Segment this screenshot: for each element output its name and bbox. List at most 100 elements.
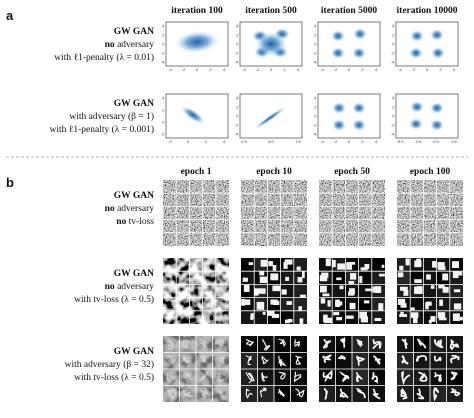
text: with adversary (β = 1) (69, 111, 154, 122)
density-blob (255, 32, 287, 56)
density-blob (409, 47, 423, 59)
text: tv-loss (126, 217, 154, 227)
y-tick-label: -4 (313, 131, 317, 136)
text: with adversary (β = 32) (65, 359, 154, 370)
digit-stroke (372, 355, 381, 365)
density-blob (352, 102, 366, 114)
digit-stroke (401, 338, 409, 349)
blob (287, 318, 293, 323)
column-header: epoch 100 (410, 167, 451, 177)
emphasis: no (116, 217, 126, 227)
blob (432, 261, 437, 268)
blob (437, 262, 445, 269)
digit-stroke (260, 372, 268, 382)
y-tick-label: 4 (314, 23, 317, 28)
digit-stroke (216, 355, 225, 365)
digit-stroke (400, 388, 408, 400)
density-blob (331, 47, 345, 59)
plot-background (396, 22, 458, 66)
blob (348, 291, 355, 296)
y-tick-label: 2 (392, 104, 395, 109)
plot-frame (239, 93, 303, 139)
plot-background (396, 94, 458, 138)
blob (301, 271, 305, 279)
tile (352, 385, 369, 402)
blob (428, 319, 432, 324)
emphasis: no (105, 282, 115, 292)
y-tick-label: 4 (314, 95, 317, 100)
blob (400, 311, 404, 317)
blob (296, 266, 301, 271)
blob (339, 285, 344, 290)
blob (359, 311, 367, 319)
y-tick-label: 0 (392, 113, 395, 118)
blob (452, 261, 460, 269)
row-line: with adversary (β = 32) (65, 359, 154, 370)
blob (337, 263, 346, 270)
tile (319, 352, 336, 369)
digit-stroke (293, 371, 302, 383)
digit-stroke (261, 355, 269, 365)
digit-stroke (245, 372, 255, 384)
y-tick-label: -2 (161, 131, 165, 136)
tile (293, 284, 307, 298)
digit-stroke (322, 338, 332, 349)
column-header: iteration 100 (171, 6, 223, 16)
blob (268, 261, 273, 267)
noise (241, 180, 307, 246)
blob (410, 312, 419, 318)
density-blob (352, 119, 366, 131)
text: with ℓ1-penalty (λ = 0.01) (54, 52, 154, 63)
x-tick-label: 2 (361, 139, 364, 144)
text: adversary (115, 40, 155, 50)
density-blob (332, 119, 346, 131)
digit-stroke (278, 338, 286, 348)
blob (256, 301, 265, 310)
blob (254, 288, 259, 296)
density-blob (331, 30, 345, 42)
digit-stroke (418, 371, 428, 382)
density-blob (430, 29, 444, 41)
x-tick-label: 0 (348, 139, 351, 144)
tile (335, 352, 352, 369)
blob (378, 273, 385, 277)
plot-frame (395, 93, 459, 139)
row-title: GW GAN (114, 269, 154, 279)
digit-stroke (182, 339, 192, 348)
blob (453, 303, 462, 310)
text: with tv-loss (λ = 0.5) (74, 294, 154, 305)
blob (349, 288, 355, 294)
blob (323, 314, 328, 323)
tile (397, 369, 414, 386)
digit-stroke (339, 371, 350, 383)
digit-stroke (260, 387, 267, 398)
blob (297, 277, 303, 283)
blob (360, 267, 368, 271)
y-tick-label: -2 (313, 50, 317, 55)
y-tick-label: -4 (391, 131, 395, 136)
digit-stroke (401, 371, 411, 386)
tile (430, 369, 447, 386)
blob (365, 288, 372, 292)
x-tick-label: -5.0 (397, 139, 405, 144)
blob (410, 307, 415, 311)
digit-stroke (200, 355, 207, 363)
blob (242, 277, 248, 282)
digit-stroke (295, 355, 302, 365)
blob (350, 273, 357, 280)
tile (274, 336, 291, 353)
digit-stroke (214, 339, 225, 347)
text: with ℓ1-penalty (λ = 0.001) (50, 124, 154, 135)
digit-stroke (278, 355, 287, 367)
digit-stroke (416, 388, 425, 400)
blob (248, 262, 253, 266)
tile (257, 385, 274, 402)
x-tick-label: -2 (334, 139, 338, 144)
blob (320, 298, 326, 304)
row-title: GW GAN (114, 347, 154, 357)
x-tick-label: -4 (242, 67, 246, 72)
blob (284, 319, 290, 324)
sample-grid (397, 180, 463, 246)
y-tick-label: 4 (392, 23, 395, 28)
blob (299, 318, 304, 324)
